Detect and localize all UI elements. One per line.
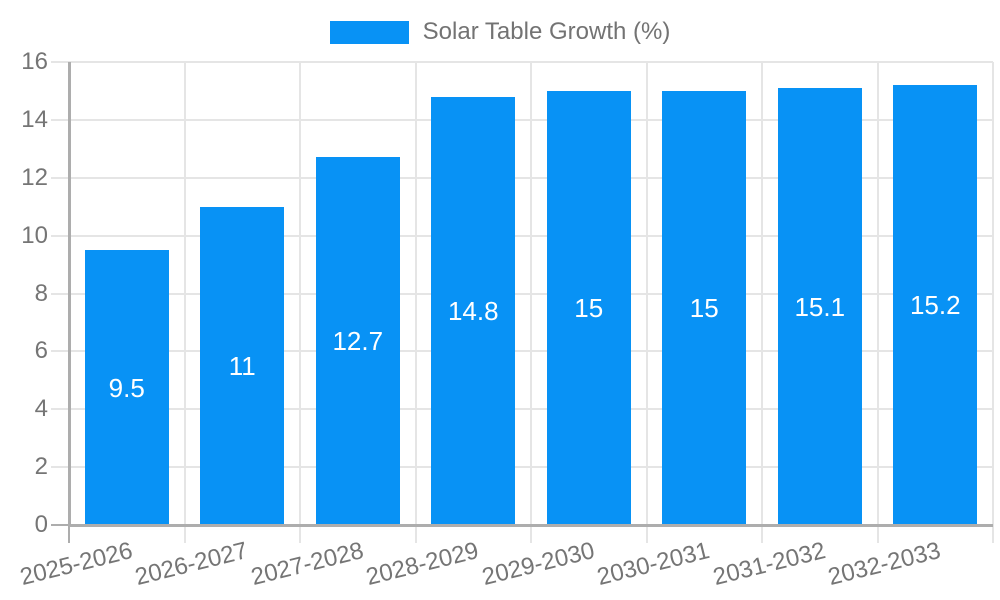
y-axis-tick [51,524,69,526]
bar [84,250,169,525]
y-axis-line [67,62,71,525]
x-tick-label: 2027-2028 [248,537,367,591]
x-axis-tick [299,525,301,543]
bar-value-label: 15.1 [794,291,846,322]
y-axis-tick [51,234,69,237]
x-axis-tick [68,525,70,543]
y-tick-label: 6 [34,337,48,365]
bar [315,157,400,525]
x-axis-tick [645,525,648,543]
bar [662,90,747,525]
y-tick-label: 0 [34,511,48,538]
bar-value-label: 14.8 [447,295,499,326]
x-axis-line [67,523,993,527]
bar [431,96,516,525]
bar-value-label: 15 [689,292,719,323]
gridline-vertical [299,62,301,525]
gridline-vertical [530,62,532,525]
y-axis-tick [51,466,69,469]
y-axis-tick [51,61,69,63]
x-tick-label: 2026-2027 [132,537,251,591]
x-tick-label: 2030-2031 [594,537,713,591]
y-axis-tick [51,408,69,411]
gridline-vertical [876,62,879,525]
x-tick-label: 2029-2030 [479,537,598,591]
x-axis-tick [761,525,763,543]
x-axis-tick [183,525,186,543]
legend[interactable]: Solar Table Growth (%) [0,18,1000,46]
bar [893,85,978,525]
y-tick-label: 12 [21,163,48,191]
y-tick-label: 10 [21,221,48,249]
y-axis-tick [51,118,69,121]
x-axis-tick [876,525,879,543]
gridline-vertical [183,62,186,525]
gridline-vertical [414,62,417,525]
x-tick-label: 2032-2033 [825,537,944,591]
bar [200,206,285,525]
x-tick-label: 2031-2032 [710,537,829,591]
x-tick-label: 2028-2029 [363,537,482,591]
bar [777,88,862,525]
gridline-vertical [645,62,648,525]
x-tick-label: 2025-2026 [17,537,136,591]
bar-value-label: 12.7 [332,326,384,357]
bar [546,90,631,525]
y-tick-label: 2 [34,453,48,481]
y-tick-label: 4 [34,395,48,423]
y-axis-tick [51,176,69,179]
x-axis-tick [530,525,532,543]
gridline-vertical [761,62,763,525]
y-axis-tick [51,292,69,295]
y-tick-label: 14 [21,105,48,133]
bar-value-label: 15 [574,292,604,323]
y-tick-label: 16 [21,48,48,75]
bar-value-label: 9.5 [108,372,145,403]
y-tick-label: 8 [34,279,48,307]
x-axis-tick [414,525,417,543]
bar-value-label: 15.2 [909,290,961,321]
y-axis-tick [51,350,69,353]
bar-value-label: 11 [228,350,256,381]
legend-label: Solar Table Growth (%) [422,18,671,45]
legend-swatch [329,20,409,44]
gridline-vertical [992,62,994,525]
x-axis-tick [992,525,994,543]
